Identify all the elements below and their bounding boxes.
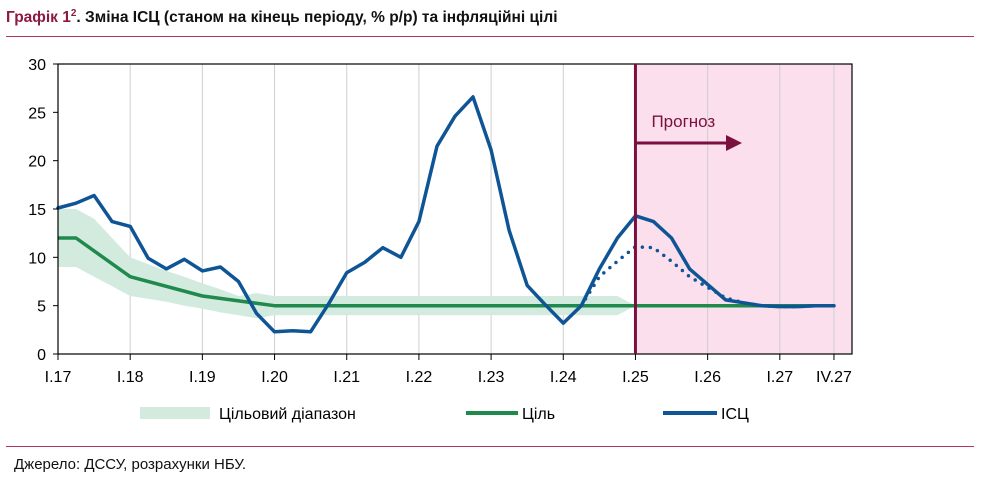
y-tick-label: 20 [28,154,46,171]
source-note: Джерело: ДССУ, розрахунки НБУ. [14,456,247,473]
y-tick-label: 25 [28,105,46,122]
x-tick-label: I.24 [550,369,577,386]
legend-label-target: Ціль [522,406,555,423]
x-tick-label: I.22 [406,369,433,386]
target-line [58,236,834,308]
chart-number: Графік 12 [6,8,77,27]
cpi-line [56,95,836,334]
y-tick-label: 5 [37,299,46,316]
x-tick-label: I.25 [622,369,649,386]
forecast-label: Прогноз [651,112,715,131]
x-tick-label: I.23 [478,369,505,386]
forecast-area [635,64,852,354]
legend-label-cpi: ІСЦ [721,406,749,423]
forecast-shading [635,64,852,354]
y-tick-label: 15 [28,202,46,219]
series-lines [56,95,836,334]
target-range-area [58,209,636,319]
x-tick-label: I.26 [694,369,721,386]
chart-title-text: . Зміна ІСЦ (станом на кінець періоду, %… [76,9,558,27]
y-tick-label: 30 [28,57,46,74]
chart-legend: Цільовий діапазон Ціль ІСЦ [140,406,749,423]
chart-title: Графік 12. Зміна ІСЦ (станом на кінець п… [6,8,558,27]
x-tick-label: I.19 [189,369,216,386]
axis-tick-labels: 0 5 10 15 20 25 30 I.17 I.18 I.19 I.20 I.21 I.22 I.23… [28,57,852,386]
cpi-line-chart: 0 5 10 15 20 25 30 I.17 I.18 I.19 I.20 I.21 I.22 I.23… [28,57,853,423]
y-tick-label: 10 [28,250,46,267]
x-tick-label: I.17 [45,369,72,386]
target-range-band [58,209,636,319]
footer-divider [6,446,974,447]
x-tick-label: I.21 [333,369,360,386]
x-tick-label: I.20 [261,369,288,386]
x-tick-label: I.27 [766,369,793,386]
legend-label-target-range: Цільовий діапазон [219,406,356,423]
title-divider [6,36,974,37]
x-tick-label: I.18 [117,369,144,386]
y-tick-label: 0 [37,347,46,364]
forecast-marker: Прогноз [633,64,742,354]
x-tick-label: IV.27 [816,369,852,386]
forecast-arrow-head [726,135,742,151]
